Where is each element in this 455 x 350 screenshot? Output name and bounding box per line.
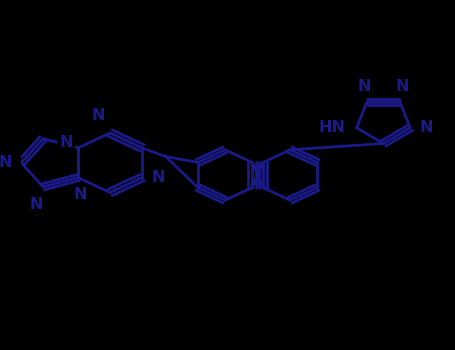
Text: N: N [420, 120, 433, 135]
Text: N: N [74, 188, 87, 202]
Text: N: N [0, 155, 12, 170]
Text: HN: HN [318, 120, 346, 135]
Text: N: N [395, 79, 409, 93]
Text: N: N [59, 135, 73, 150]
Text: N: N [30, 197, 43, 212]
Text: N: N [91, 108, 105, 123]
Text: N: N [358, 79, 371, 93]
Text: N: N [152, 170, 165, 185]
